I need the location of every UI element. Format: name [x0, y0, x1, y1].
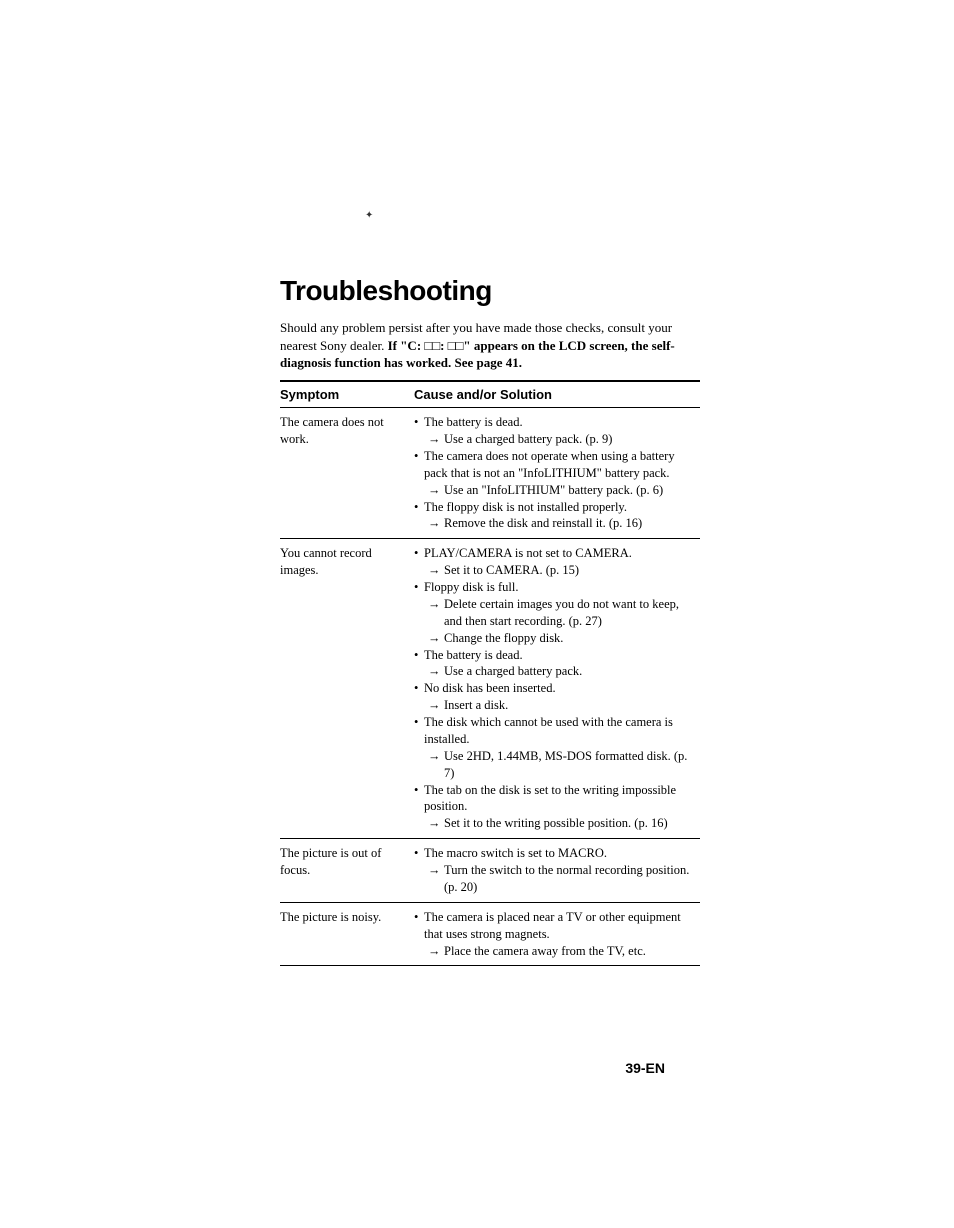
solution-arrow: Insert a disk.	[414, 697, 696, 714]
cause-cell: PLAY/CAMERA is not set to CAMERA.Set it …	[414, 539, 700, 839]
scan-artifact: ✦	[365, 210, 373, 221]
header-cause: Cause and/or Solution	[414, 381, 700, 408]
solution-arrow: Remove the disk and reinstall it. (p. 16…	[414, 515, 696, 532]
cause-bullet: The camera is placed near a TV or other …	[414, 909, 696, 943]
cause-block: The battery is dead.Use a charged batter…	[414, 414, 696, 532]
troubleshooting-table: Symptom Cause and/or Solution The camera…	[280, 380, 700, 967]
cause-bullet: The battery is dead.	[414, 647, 696, 664]
cause-block: PLAY/CAMERA is not set to CAMERA.Set it …	[414, 545, 696, 832]
table-row: The picture is out of focus.The macro sw…	[280, 839, 700, 903]
intro-paragraph: Should any problem persist after you hav…	[280, 319, 700, 372]
cause-bullet: The disk which cannot be used with the c…	[414, 714, 696, 748]
symptom-cell: The picture is out of focus.	[280, 839, 414, 903]
cause-bullet: The floppy disk is not installed properl…	[414, 499, 696, 516]
cause-bullet: No disk has been inserted.	[414, 680, 696, 697]
cause-bullet: The tab on the disk is set to the writin…	[414, 782, 696, 816]
solution-arrow: Use a charged battery pack. (p. 9)	[414, 431, 696, 448]
solution-arrow: Place the camera away from the TV, etc.	[414, 943, 696, 960]
cause-bullet: PLAY/CAMERA is not set to CAMERA.	[414, 545, 696, 562]
cause-cell: The macro switch is set to MACRO.Turn th…	[414, 839, 700, 903]
table-row: The camera does not work.The battery is …	[280, 408, 700, 539]
cause-bullet: The macro switch is set to MACRO.	[414, 845, 696, 862]
cause-cell: The camera is placed near a TV or other …	[414, 902, 700, 966]
page-title: Troubleshooting	[280, 275, 700, 307]
cause-bullet: The battery is dead.	[414, 414, 696, 431]
solution-arrow: Set it to the writing possible position.…	[414, 815, 696, 832]
cause-cell: The battery is dead.Use a charged batter…	[414, 408, 700, 539]
cause-bullet: The camera does not operate when using a…	[414, 448, 696, 482]
cause-block: The camera is placed near a TV or other …	[414, 909, 696, 960]
symptom-cell: The camera does not work.	[280, 408, 414, 539]
page-content: Troubleshooting Should any problem persi…	[280, 275, 700, 966]
solution-arrow: Delete certain images you do not want to…	[414, 596, 696, 630]
header-symptom: Symptom	[280, 381, 414, 408]
table-body: The camera does not work.The battery is …	[280, 408, 700, 966]
solution-arrow: Set it to CAMERA. (p. 15)	[414, 562, 696, 579]
solution-arrow: Use 2HD, 1.44MB, MS-DOS formatted disk. …	[414, 748, 696, 782]
cause-block: The macro switch is set to MACRO.Turn th…	[414, 845, 696, 896]
page-number: 39-EN	[625, 1060, 665, 1076]
solution-arrow: Change the floppy disk.	[414, 630, 696, 647]
symptom-cell: The picture is noisy.	[280, 902, 414, 966]
solution-arrow: Use a charged battery pack.	[414, 663, 696, 680]
symptom-cell: You cannot record images.	[280, 539, 414, 839]
table-row: You cannot record images.PLAY/CAMERA is …	[280, 539, 700, 839]
table-row: The picture is noisy.The camera is place…	[280, 902, 700, 966]
solution-arrow: Turn the switch to the normal recording …	[414, 862, 696, 896]
solution-arrow: Use an "InfoLITHIUM" battery pack. (p. 6…	[414, 482, 696, 499]
cause-bullet: Floppy disk is full.	[414, 579, 696, 596]
